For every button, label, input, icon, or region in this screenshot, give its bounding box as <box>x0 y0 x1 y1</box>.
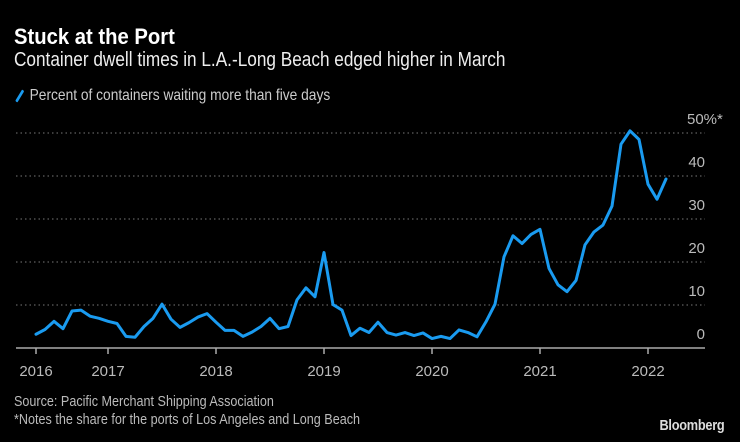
x-tick-label: 2022 <box>631 363 664 380</box>
y-tick-label: 30 <box>688 197 705 214</box>
chart-subtitle: Container dwell times in L.A.-Long Beach… <box>14 49 506 71</box>
x-tick-label: 2019 <box>307 363 340 380</box>
y-tick-label: 40 <box>688 154 705 171</box>
legend: Percent of containers waiting more than … <box>15 87 330 105</box>
legend-label: Percent of containers waiting more than … <box>29 87 331 104</box>
x-tick-label: 2018 <box>199 363 232 380</box>
y-tick-label: 0 <box>697 326 705 343</box>
footnote: *Notes the share for the ports of Los An… <box>14 411 361 428</box>
series-line <box>34 129 668 341</box>
chart-title: Stuck at the Port <box>14 24 175 49</box>
x-tick-label: 2021 <box>523 363 556 380</box>
x-tick-label: 2020 <box>415 363 448 380</box>
x-tick-label: 2017 <box>91 363 124 380</box>
x-tick-label: 2016 <box>19 363 52 380</box>
source-note: Source: Pacific Merchant Shipping Associ… <box>14 393 274 410</box>
bloomberg-logo: Bloomberg <box>659 417 724 434</box>
y-tick-label: 10 <box>688 283 705 300</box>
y-tick-label: 20 <box>688 240 705 257</box>
y-tick-label: 50%* <box>687 111 723 128</box>
